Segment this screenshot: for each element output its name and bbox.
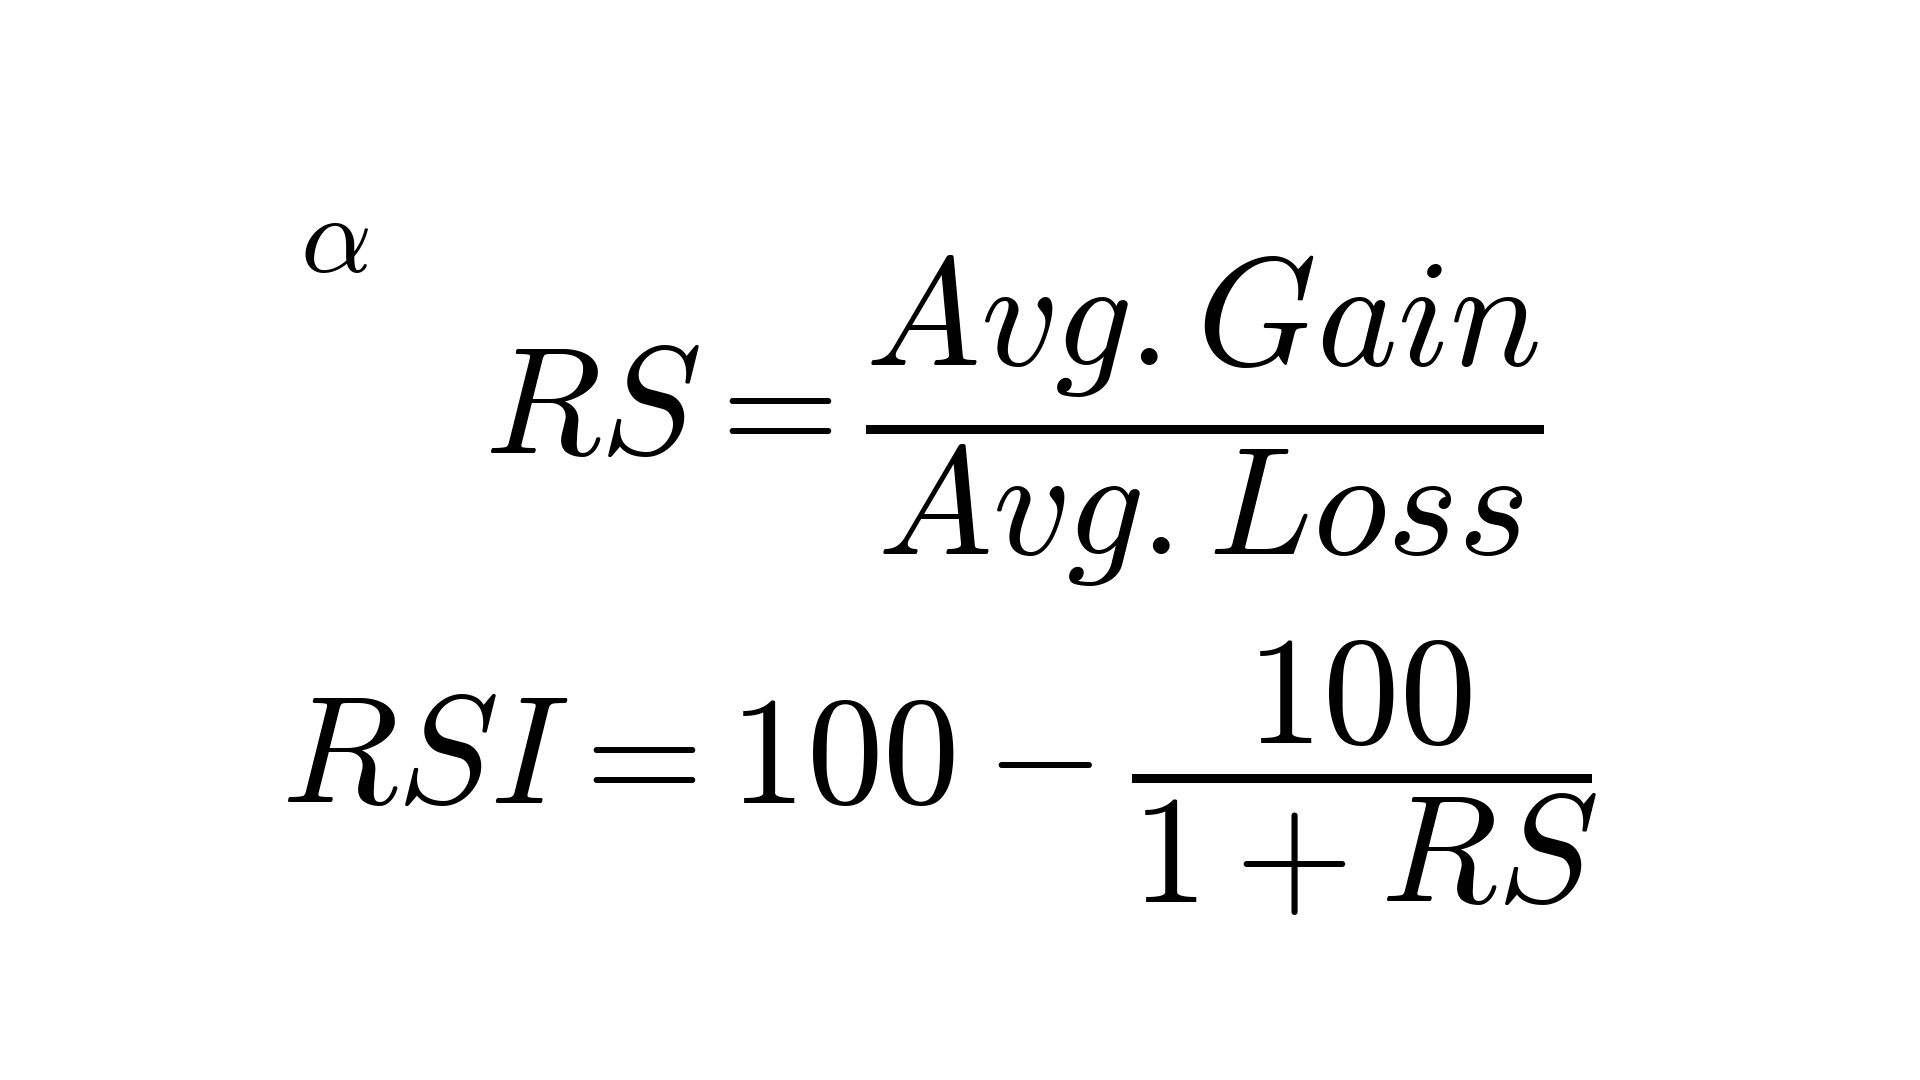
Text: $\mathit{\alpha}$: $\mathit{\alpha}$ [300, 188, 369, 295]
Text: $\mathit{RS} = \dfrac{\mathit{Avg.Gain}}{\mathit{Avg.Loss}}$: $\mathit{RS} = \dfrac{\mathit{Avg.Gain}}… [484, 253, 1544, 589]
Text: $\mathit{RSI} = 100 - \dfrac{100}{1 + \mathit{RS}}$: $\mathit{RSI} = 100 - \dfrac{100}{1 + \m… [282, 638, 1597, 918]
